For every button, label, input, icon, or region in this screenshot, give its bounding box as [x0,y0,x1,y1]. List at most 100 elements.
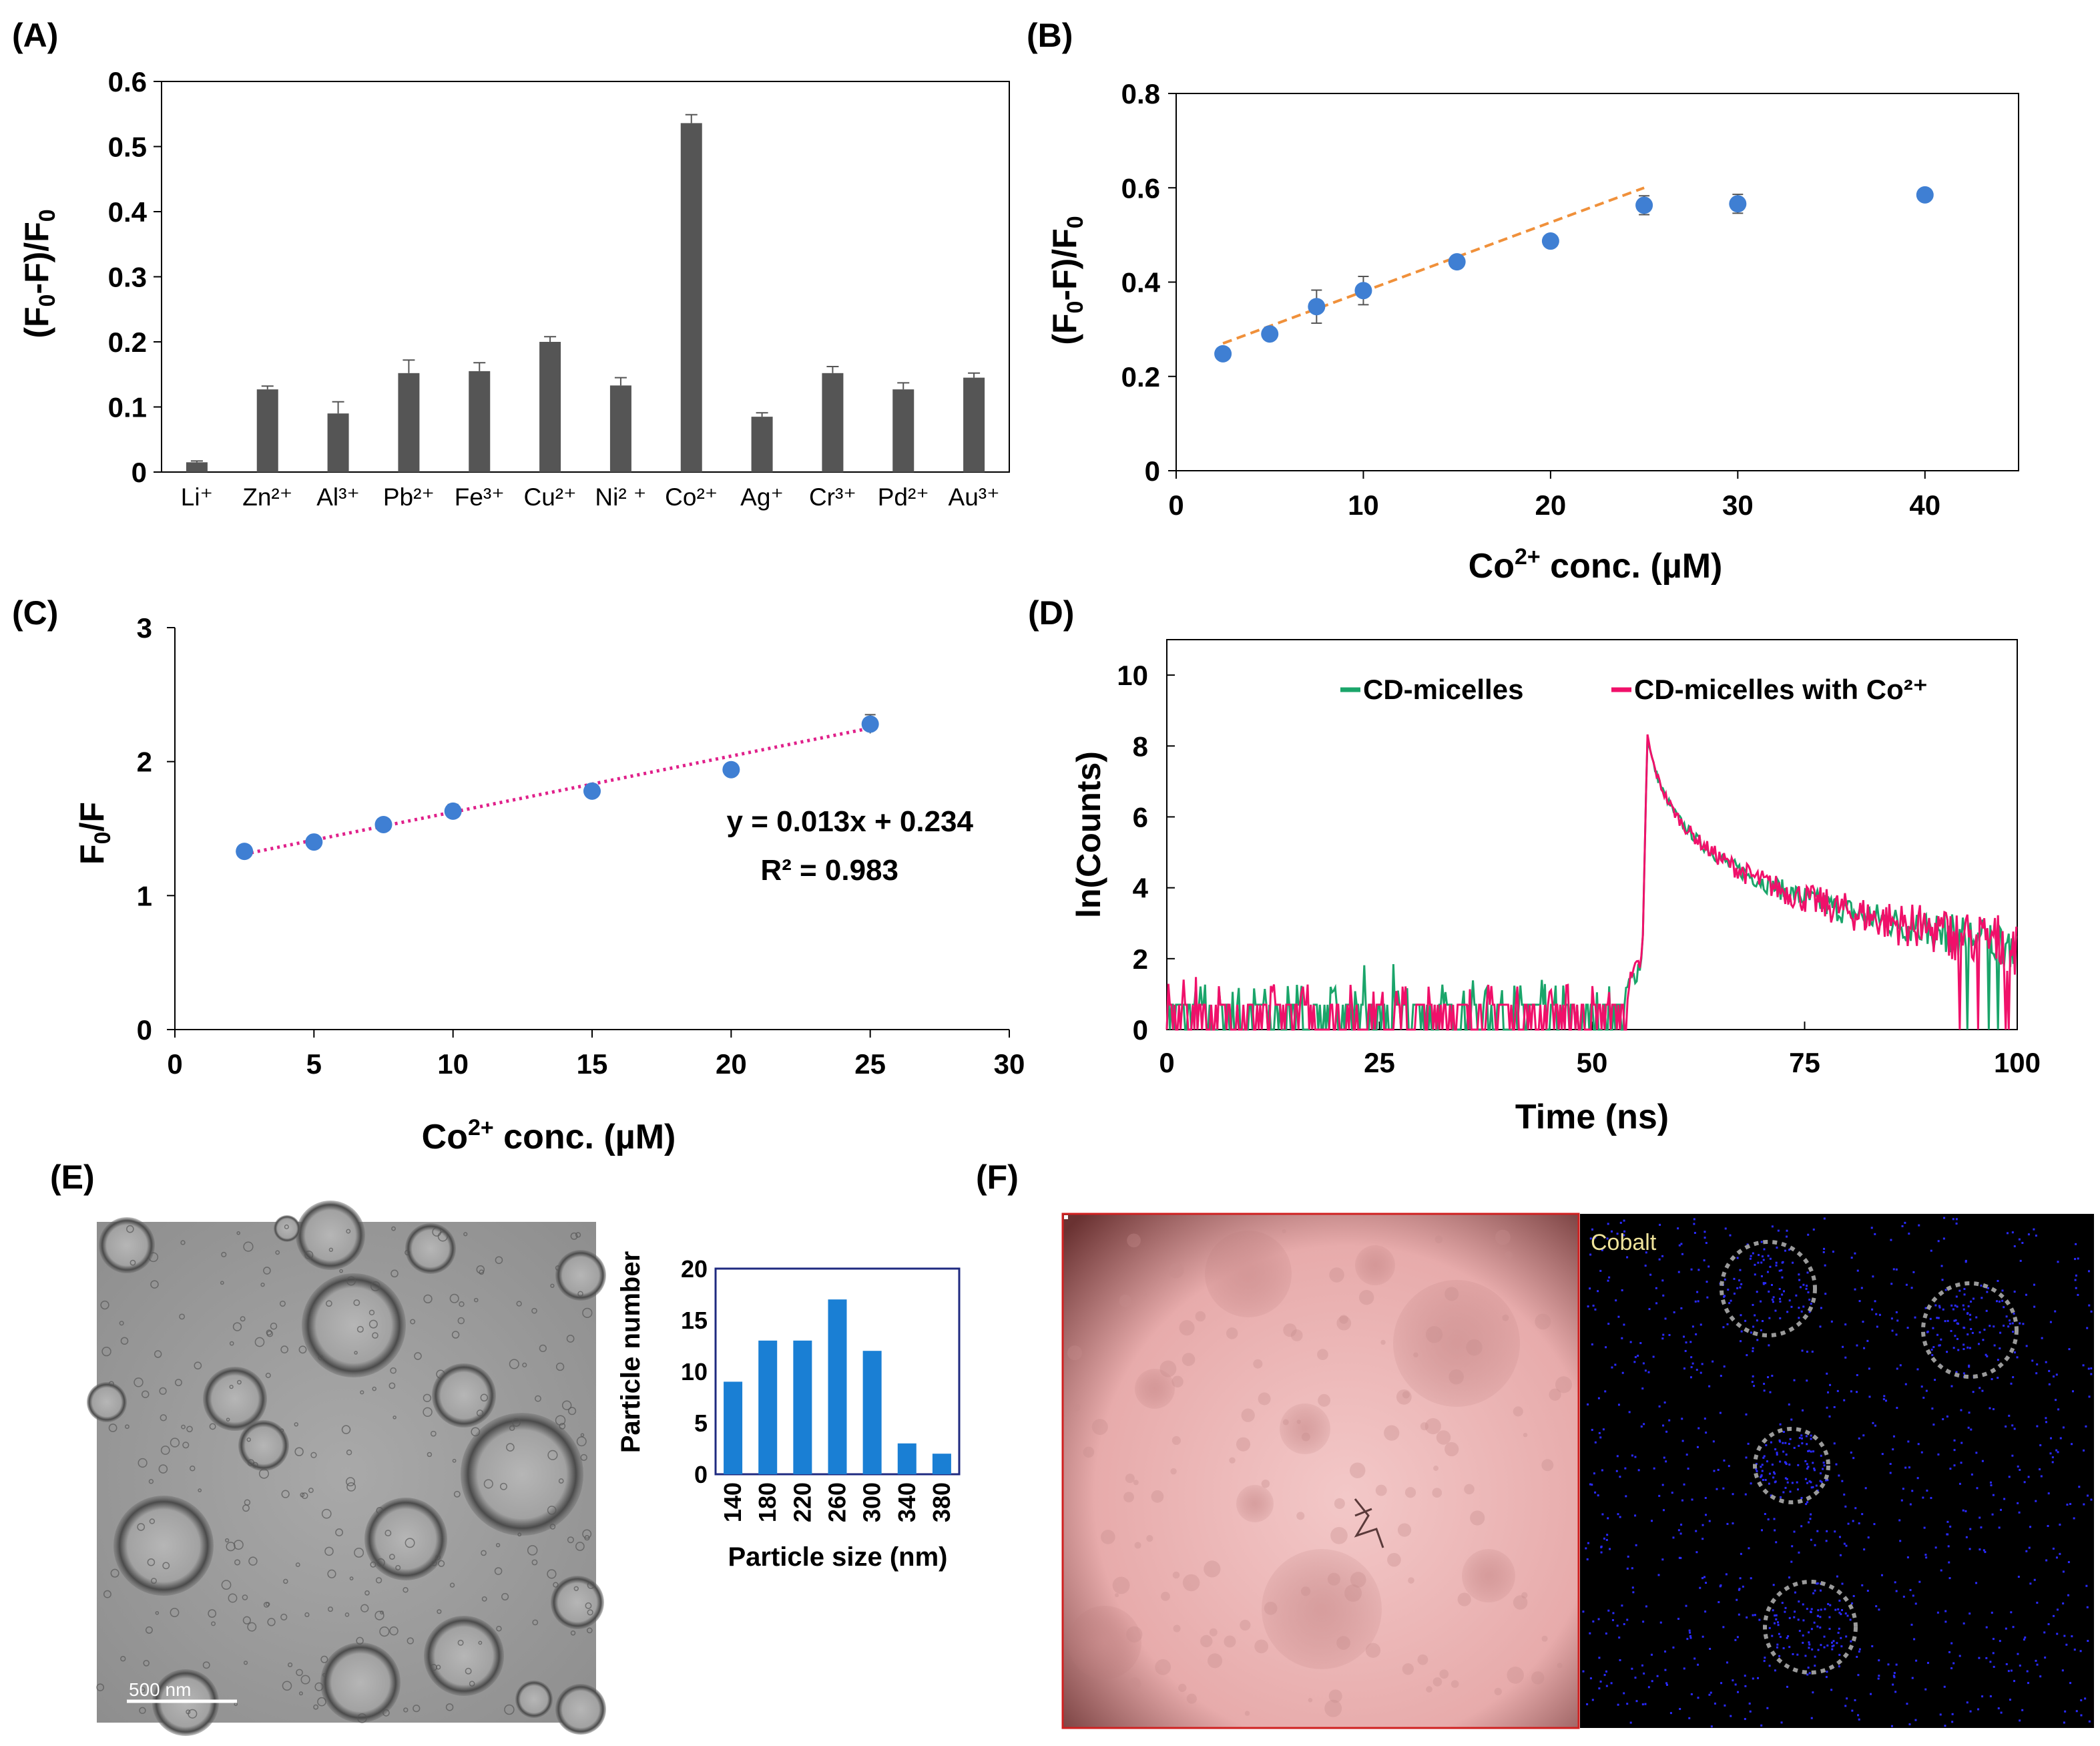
cobalt-dot [1920,1451,1923,1454]
x-tick-label: 260 [824,1482,851,1522]
cobalt-dot-dense [1772,1301,1774,1303]
micelle [364,1498,447,1580]
small-particle [459,1301,465,1307]
cobalt-dot [1699,1586,1701,1589]
small-particle [313,1704,319,1710]
y-tick-label: 0.4 [1121,267,1161,298]
cobalt-dot [1691,1362,1694,1365]
cobalt-dot-dense [1815,1484,1818,1487]
small-particle [391,1226,396,1231]
sem-speck [1413,1352,1418,1358]
small-particle [403,1587,409,1593]
cobalt-dot [1942,1237,1945,1240]
small-particle [375,1577,382,1584]
x-tick-label: 180 [754,1482,781,1522]
sem-speck [1134,1542,1141,1549]
small-particle [170,1438,180,1448]
cobalt-dot [1925,1556,1928,1559]
cobalt-dot [1942,1418,1944,1421]
cobalt-dot [1633,1361,1636,1363]
cobalt-dot [1790,1418,1793,1421]
cobalt-dot [2053,1614,2055,1617]
sem-speck [1318,1393,1331,1407]
cobalt-dot [1784,1610,1786,1613]
small-particle [208,1609,217,1618]
cobalt-dot [2035,1372,2038,1375]
cobalt-dot-dense [1805,1287,1808,1290]
cobalt-dot [1697,1663,1699,1666]
cobalt-dot [1810,1434,1812,1437]
sem-speck [1112,1576,1130,1594]
sem-micelle [1280,1403,1330,1454]
sem-speck [1161,1591,1170,1601]
sem-speck [1330,1526,1348,1544]
small-particle [457,1317,465,1325]
cobalt-dot [1631,1586,1634,1589]
cobalt-dot [1607,1279,1609,1282]
x-tick-label: 220 [788,1482,816,1522]
cobalt-dot [2035,1235,2037,1237]
cobalt-dot [1663,1401,1666,1404]
sem-micelle [1462,1549,1515,1602]
cobalt-dot [1619,1476,1621,1478]
cobalt-dot [1641,1664,1643,1667]
cobalt-dot [1697,1300,1699,1303]
cobalt-dot [1629,1721,1632,1724]
cobalt-dot [1769,1391,1772,1393]
cobalt-dot [1864,1487,1867,1490]
cobalt-dot [1780,1721,1783,1724]
cobalt-dot [1701,1635,1704,1638]
cobalt-dot [1640,1425,1643,1428]
cobalt-dot-dense [1827,1602,1830,1605]
cobalt-dot [1977,1343,1980,1345]
cobalt-dot-dense [1760,1466,1762,1468]
small-particle [258,1468,270,1479]
cobalt-dot-dense [1850,1640,1852,1643]
cobalt-dot-dense [1762,1456,1765,1459]
cobalt-dot [1964,1510,1967,1512]
small-particle [349,1576,354,1580]
small-particle [566,1335,575,1343]
y-tick-label: 0.6 [1121,172,1160,204]
cobalt-dot [1623,1323,1625,1326]
cobalt-dot [1611,1618,1614,1621]
sem-speck [1420,1422,1429,1431]
cobalt-dot-dense [2009,1319,2011,1322]
cobalt-dot [1677,1618,1680,1620]
cobalt-dot-dense [1820,1481,1823,1484]
cobalt-dot [1806,1501,1809,1504]
cobalt-dot-dense [1999,1331,2002,1334]
cobalt-dot [1582,1670,1585,1673]
cobalt-dot [1603,1537,1605,1540]
cobalt-dot [1901,1225,1904,1228]
small-particle [570,1232,578,1240]
small-particle [405,1249,411,1256]
data-point [1354,282,1372,300]
panel-label-c: (C) [12,594,58,632]
cobalt-dot [1908,1233,1910,1235]
cobalt-dot [1820,1307,1822,1309]
cobalt-dot [1788,1576,1791,1579]
cobalt-dot-dense [1784,1249,1787,1252]
cobalt-dot [1740,1330,1743,1333]
cobalt-dot [1975,1582,1978,1584]
cobalt-dot [1838,1611,1841,1614]
sem-speck [1425,1326,1443,1343]
cobalt-dot [1894,1581,1896,1584]
x-tick-label: 140 [719,1482,746,1522]
cobalt-dot-dense [1796,1481,1798,1484]
y-tick-label: 1 [137,880,152,911]
cobalt-dot [1962,1622,1965,1624]
cobalt-dot [2090,1498,2093,1501]
small-particle [449,1293,459,1303]
cobalt-dot [1746,1616,1748,1618]
cobalt-dot [2000,1711,2003,1714]
cobalt-dot-dense [1774,1622,1776,1624]
cobalt-dot-dense [1820,1608,1822,1611]
cobalt-dot [2069,1503,2072,1506]
cobalt-dot [1647,1686,1650,1689]
cobalt-dot [1699,1371,1702,1374]
cobalt-dot [2017,1653,2019,1655]
cobalt-dot-dense [1792,1261,1794,1264]
panel-c-r-squared: R² = 0.983 [760,854,898,887]
